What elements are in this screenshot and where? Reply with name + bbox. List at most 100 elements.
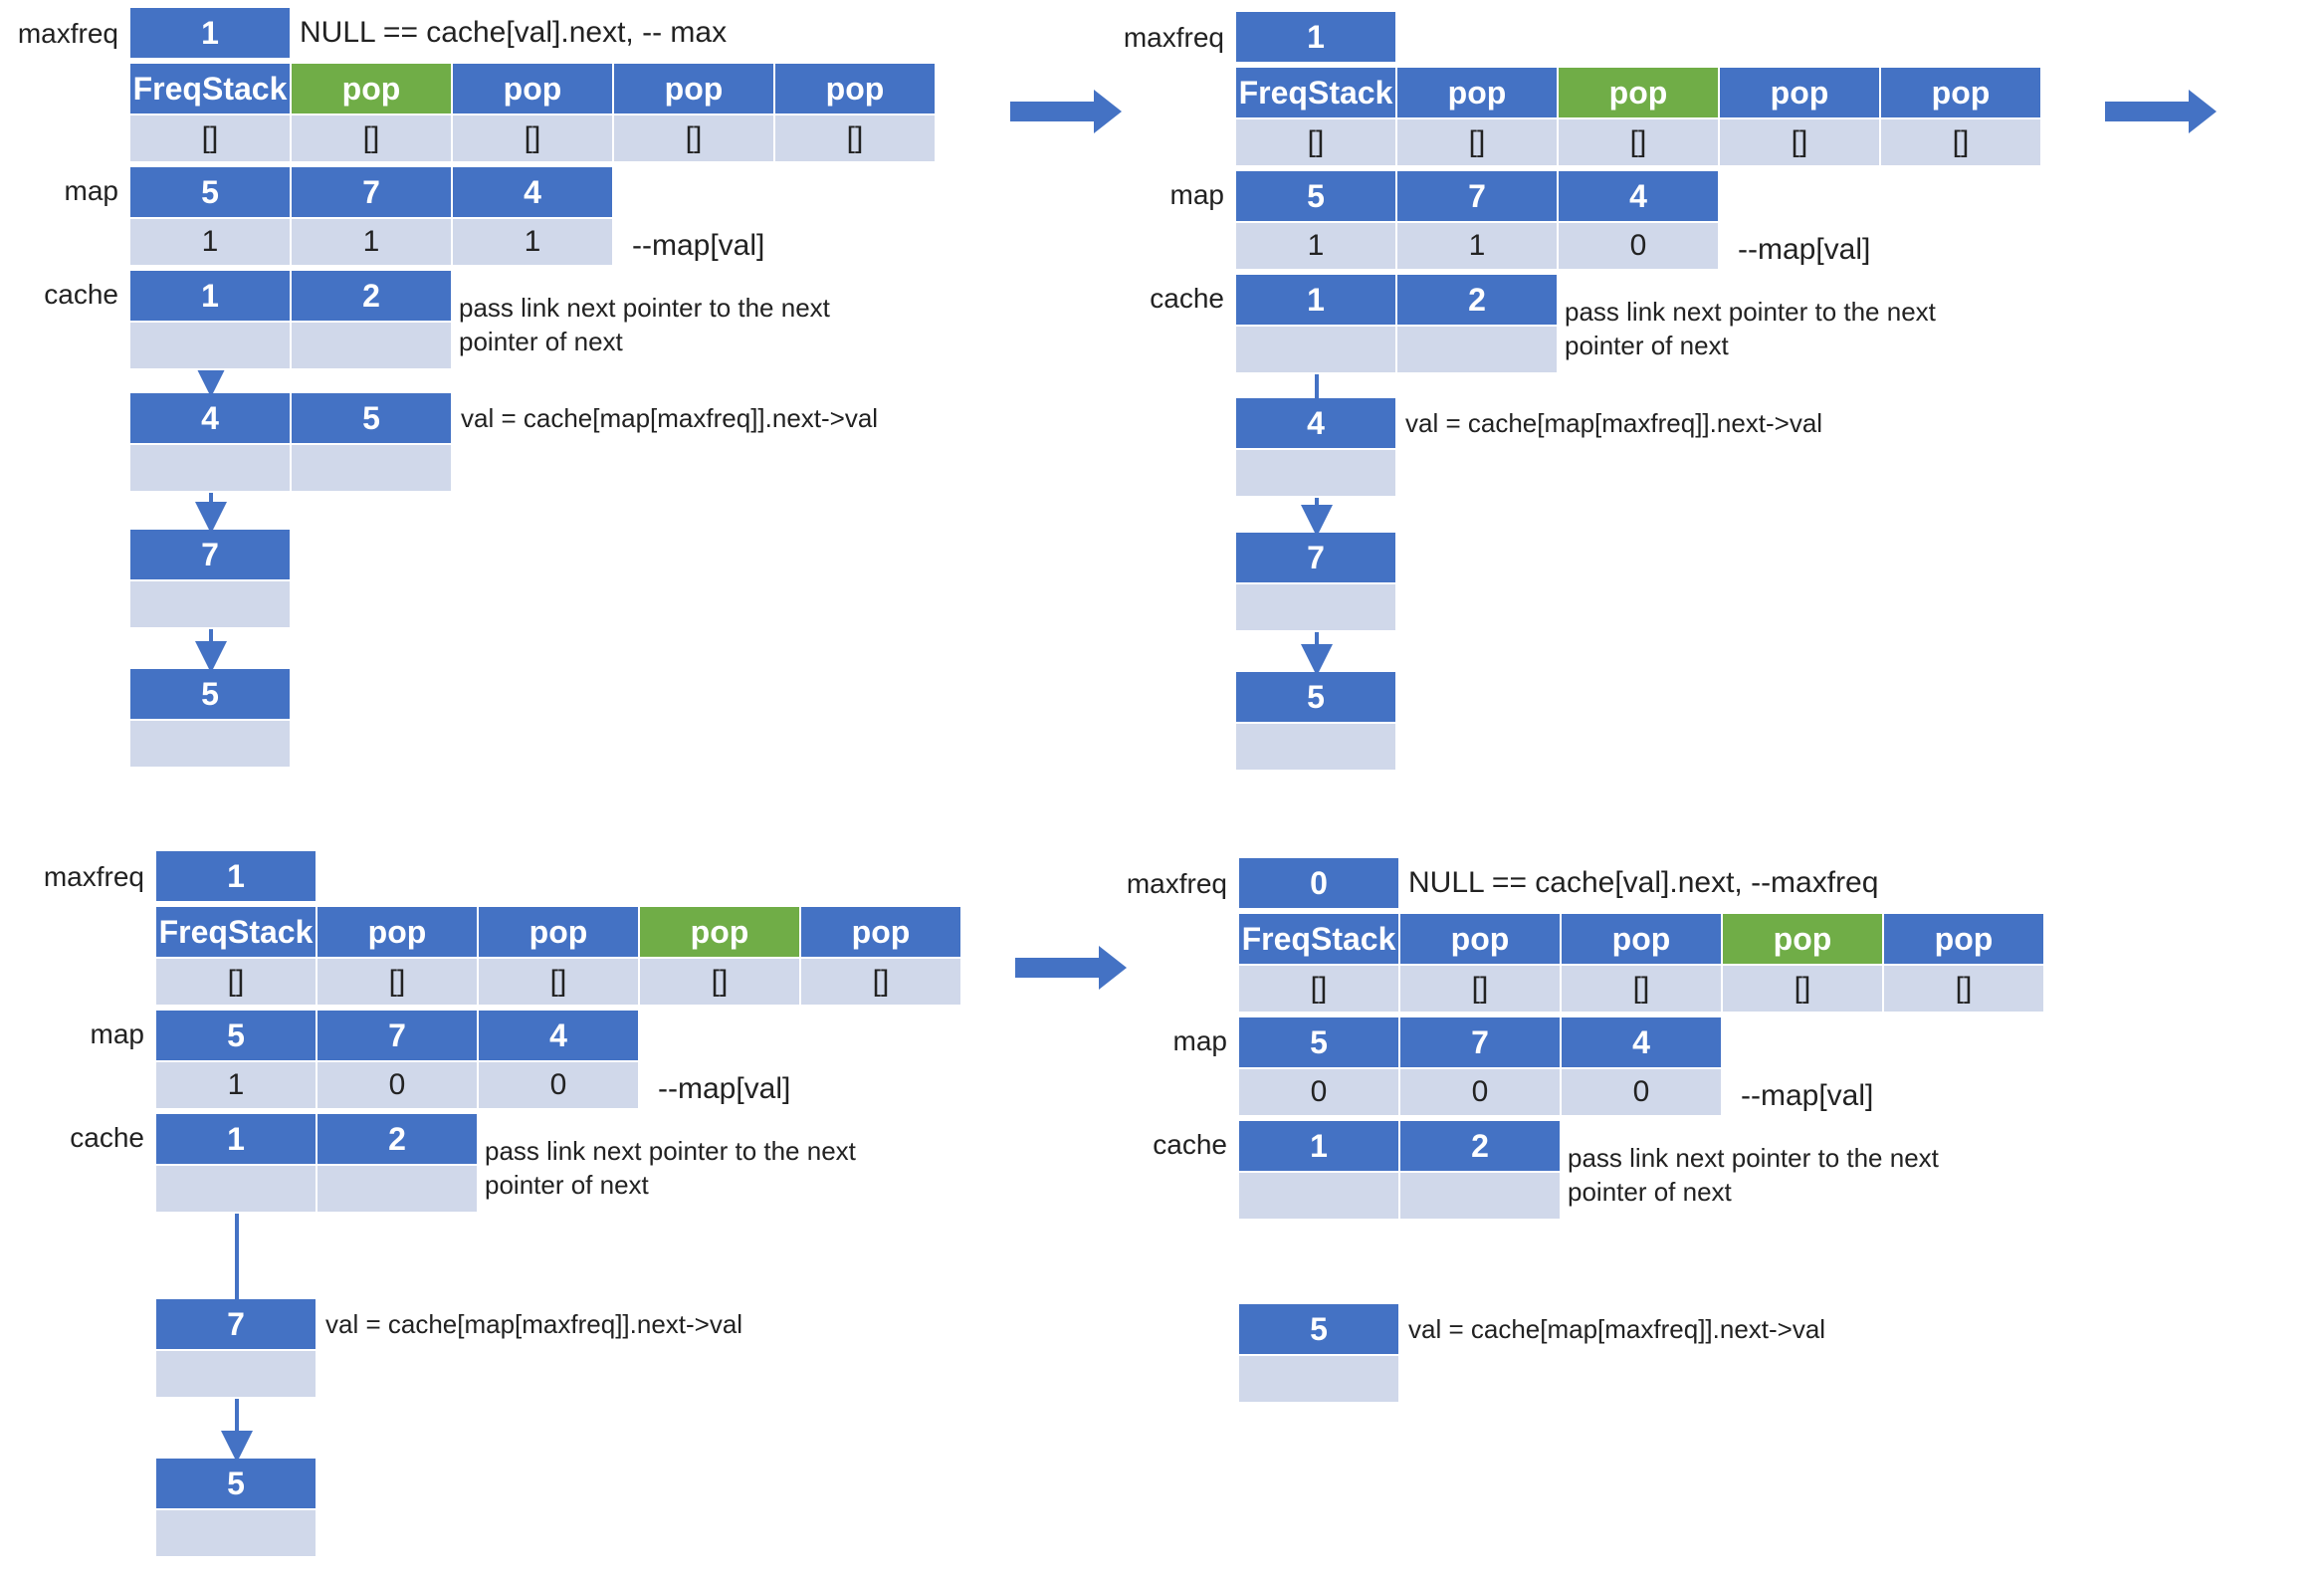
stack-value-cell: [] (1236, 119, 1397, 167)
stack-value-cell: [] (1400, 966, 1562, 1014)
cache-label: cache (1153, 1129, 1227, 1160)
chain-node-empty (1236, 450, 1397, 498)
chain-node-empty (156, 1351, 317, 1399)
cache-key-cell: 2 (1397, 275, 1559, 327)
map-value-cell: 0 (479, 1062, 640, 1110)
chain-node: 5 (1236, 672, 1397, 724)
stack-value-cell: [] (801, 959, 962, 1007)
maxfreq-label: maxfreq (17, 18, 118, 49)
chain-note: val = cache[map[maxfreq]].next->val (325, 1309, 743, 1339)
map-value-cell: 0 (317, 1062, 479, 1110)
stack-value-cell: [] (130, 115, 292, 163)
freqstack-header: FreqStack (1236, 68, 1397, 119)
pop-header: pop (1559, 68, 1720, 119)
map-key-cell: 5 (130, 167, 292, 219)
pop-header: pop (640, 907, 801, 959)
right-arrow (1010, 90, 1122, 138)
freqstack-header: FreqStack (130, 64, 292, 115)
stack-value-cell: [] (479, 959, 640, 1007)
maxfreq-label: maxfreq (43, 861, 144, 892)
maxfreq-value: 1 (156, 851, 317, 903)
map-key-cell: 4 (479, 1011, 640, 1062)
map-value-cell: 1 (453, 219, 614, 267)
pop-header: pop (1397, 68, 1559, 119)
cache-empty-cell (1400, 1173, 1562, 1221)
stack-value-cell: [] (1881, 119, 2042, 167)
chain-note: val = cache[map[maxfreq]].next->val (1408, 1314, 1826, 1344)
chain-node: 5 (130, 669, 292, 721)
map-value-cell: 0 (1239, 1069, 1400, 1117)
stack-value-cell: [] (1559, 119, 1720, 167)
top-note: NULL == cache[val].next, -- max (300, 16, 728, 49)
cache-empty-cell (1397, 327, 1559, 374)
chain-node: 4 (130, 393, 292, 445)
map-label: map (90, 1018, 144, 1049)
cache-key-cell: 1 (130, 271, 292, 323)
cache-note-line2: pointer of next (1565, 331, 1729, 360)
maxfreq-value: 0 (1239, 858, 1400, 910)
cache-empty-cell (317, 1166, 479, 1214)
map-value-cell: 0 (1559, 223, 1720, 271)
stack-value-cell: [] (156, 959, 317, 1007)
cache-note-line1: pass link next pointer to the next (1565, 297, 1936, 327)
map-value-cell: 0 (1400, 1069, 1562, 1117)
chain-node-empty (130, 721, 292, 769)
cache-note-line1: pass link next pointer to the next (1568, 1143, 1939, 1173)
stack-value-cell: [] (1562, 966, 1723, 1014)
cache-note-line2: pointer of next (1568, 1177, 1732, 1207)
stack-value-cell: [] (775, 115, 937, 163)
map-key-cell: 5 (1239, 1017, 1400, 1069)
cache-empty-cell (1236, 327, 1397, 374)
map-value-cell: 1 (1397, 223, 1559, 271)
map-label: map (64, 175, 118, 206)
chain-node: 7 (130, 530, 292, 581)
stack-value-cell: [] (453, 115, 614, 163)
map-key-cell: 4 (1562, 1017, 1723, 1069)
cache-key-cell: 2 (1400, 1121, 1562, 1173)
cache-empty-cell (130, 323, 292, 370)
map-value-cell: 1 (1236, 223, 1397, 271)
cache-key-cell: 2 (292, 271, 453, 323)
stack-value-cell: [] (640, 959, 801, 1007)
right-arrow (1015, 946, 1127, 995)
map-label: map (1169, 179, 1224, 210)
chain-node-empty (292, 445, 453, 493)
map-value-cell: 0 (1562, 1069, 1723, 1117)
map-note: --map[val] (632, 229, 765, 262)
chain-node-empty (1236, 584, 1397, 632)
maxfreq-value: 1 (1236, 12, 1397, 64)
chain-note: val = cache[map[maxfreq]].next->val (461, 403, 879, 433)
stack-value-cell: [] (1884, 966, 2045, 1014)
cache-label: cache (1150, 283, 1224, 314)
stack-value-cell: [] (614, 115, 775, 163)
cache-key-cell: 1 (156, 1114, 317, 1166)
map-note: --map[val] (658, 1072, 791, 1105)
chain-node-empty (1236, 724, 1397, 772)
stack-value-cell: [] (1239, 966, 1400, 1014)
chain-node-empty (1239, 1356, 1400, 1404)
map-key-cell: 7 (317, 1011, 479, 1062)
map-key-cell: 7 (292, 167, 453, 219)
map-key-cell: 4 (453, 167, 614, 219)
maxfreq-label: maxfreq (1123, 22, 1224, 53)
pop-header: pop (1400, 914, 1562, 966)
cache-empty-cell (156, 1166, 317, 1214)
cache-label: cache (70, 1122, 144, 1153)
cache-key-cell: 1 (1239, 1121, 1400, 1173)
chain-node: 4 (1236, 398, 1397, 450)
map-label: map (1172, 1025, 1227, 1056)
cache-key-cell: 1 (1236, 275, 1397, 327)
freqstack-header: FreqStack (1239, 914, 1400, 966)
cache-note-line2: pointer of next (459, 327, 623, 356)
pop-header: pop (1723, 914, 1884, 966)
map-key-cell: 4 (1559, 171, 1720, 223)
chain-node: 7 (156, 1299, 317, 1351)
pop-header: pop (1562, 914, 1723, 966)
stack-value-cell: [] (1720, 119, 1881, 167)
right-arrow (2105, 90, 2217, 138)
chain-node-empty (130, 445, 292, 493)
freqstack-header: FreqStack (156, 907, 317, 959)
maxfreq-label: maxfreq (1126, 868, 1227, 899)
map-key-cell: 5 (156, 1011, 317, 1062)
stack-value-cell: [] (317, 959, 479, 1007)
